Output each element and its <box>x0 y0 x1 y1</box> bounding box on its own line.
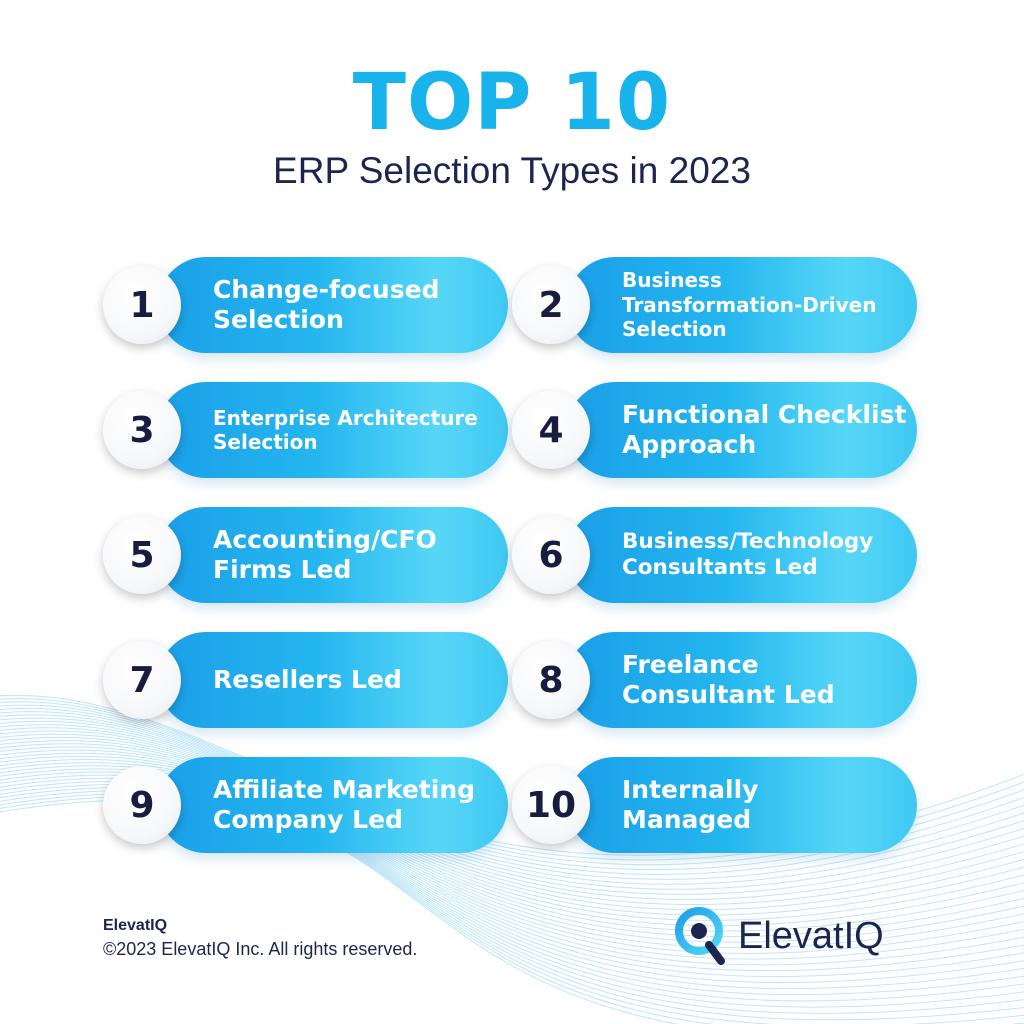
wave-line <box>0 759 1024 960</box>
list-item-3: Enterprise Architecture Selection 3 <box>103 380 513 480</box>
list-item-4: Functional Checklist Approach 4 <box>512 380 922 480</box>
item-label: Internally Managed <box>622 774 759 835</box>
item-pill <box>158 632 508 728</box>
item-label: Business/Technology Consultants Led <box>622 528 874 580</box>
list-item-7: Resellers Led 7 <box>103 630 513 730</box>
item-label: Resellers Led <box>213 664 402 694</box>
list-item-9: Affiliate Marketing Company Led 9 <box>103 755 513 855</box>
item-label: Affiliate Marketing Company Led <box>213 774 476 835</box>
item-pill <box>158 757 508 853</box>
item-pill <box>158 257 508 353</box>
page-title: TOP 10 <box>352 58 672 148</box>
item-label: Freelance Consultant Led <box>622 649 835 710</box>
wave-line <box>0 749 1024 943</box>
page-subtitle: ERP Selection Types in 2023 <box>273 150 751 191</box>
item-number-badge: 3 <box>103 391 181 469</box>
item-number-badge: 4 <box>512 391 590 469</box>
wave-line <box>0 762 1024 966</box>
item-label: Accounting/CFO Firms Led <box>213 524 437 585</box>
item-number-badge: 9 <box>103 766 181 844</box>
footer-brand: ElevatIQ <box>103 917 168 934</box>
wave-line <box>0 743 1024 932</box>
list-item-8: Freelance Consultant Led 8 <box>512 630 922 730</box>
list-item-5: Accounting/CFO Firms Led 5 <box>103 505 513 605</box>
magnifier-q-icon <box>675 907 725 965</box>
item-label: Functional Checklist Approach <box>622 399 907 460</box>
item-label: Business Transformation-Driven Selection <box>622 268 877 342</box>
list-item-2: Business Transformation-Driven Selection… <box>512 255 922 355</box>
wave-line <box>0 752 1024 949</box>
wave-line <box>0 746 1024 938</box>
item-number-badge: 5 <box>103 516 181 594</box>
item-pill <box>567 757 917 853</box>
footer-copyright: ©2023 ElevatIQ Inc. All rights reserved. <box>103 939 418 959</box>
elevatiq-logo: ElevatIQ <box>675 905 925 965</box>
item-label: Enterprise Architecture Selection <box>213 405 478 454</box>
item-number-badge: 8 <box>512 641 590 719</box>
list-item-10: Internally Managed 10 <box>512 755 922 855</box>
wave-line <box>0 740 1024 927</box>
item-label: Change-focused Selection <box>213 274 440 335</box>
item-pill <box>158 507 508 603</box>
item-number-badge: 2 <box>512 266 590 344</box>
item-number-badge: 10 <box>512 766 590 844</box>
wave-line <box>0 755 1024 954</box>
item-pill <box>567 257 917 353</box>
item-pill <box>158 382 508 478</box>
list-item-6: Business/Technology Consultants Led 6 <box>512 505 922 605</box>
item-pill <box>567 382 917 478</box>
item-number-badge: 7 <box>103 641 181 719</box>
item-pill <box>567 507 917 603</box>
item-number-badge: 1 <box>103 266 181 344</box>
item-number-badge: 6 <box>512 516 590 594</box>
logo-text: ElevatIQ <box>738 915 884 957</box>
list-item-1: Change-focused Selection 1 <box>103 255 513 355</box>
item-pill <box>567 632 917 728</box>
